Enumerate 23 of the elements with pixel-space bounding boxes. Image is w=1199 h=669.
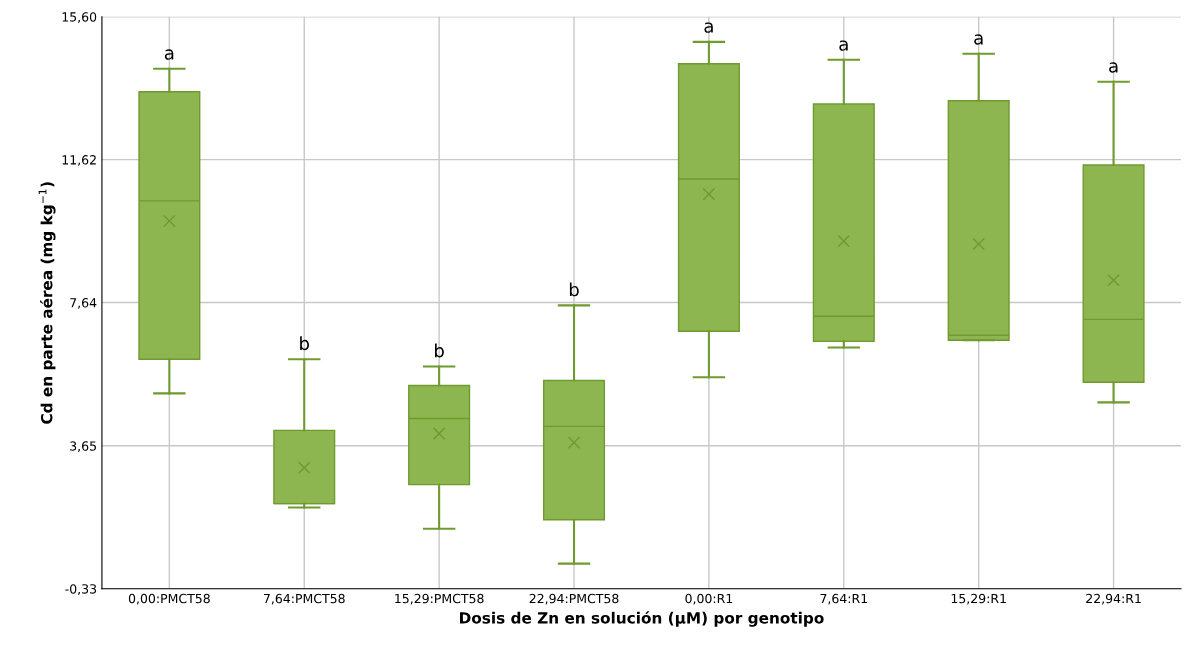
x-tick-label: 7,64:R1 bbox=[820, 593, 867, 605]
annotation: b bbox=[435, 343, 444, 358]
x-tick-label: 15,29:R1 bbox=[951, 593, 1006, 605]
annotation: a bbox=[164, 49, 174, 60]
x-tick-label: 0,00:R1 bbox=[685, 593, 733, 605]
annotation: b bbox=[569, 282, 579, 297]
x-axis-title: Dosis de Zn en solución (µM) por genotipo bbox=[460, 611, 824, 627]
x-tick-label: 15,29:PMCT58 bbox=[395, 593, 484, 605]
x-tick-label: 22,94:R1 bbox=[1086, 593, 1141, 605]
y-tick-label: 7,64 bbox=[70, 298, 97, 309]
y-tick-label: 3,65 bbox=[70, 441, 96, 453]
x-tick-label: 7,64:PMCT58 bbox=[263, 593, 345, 605]
y-tick-label: 11,62 bbox=[62, 155, 96, 166]
y-tick-label: -0,33 bbox=[65, 584, 97, 595]
y-tick-label: 15,60 bbox=[62, 12, 97, 23]
x-tick-label: 0,00:PMCT58 bbox=[128, 593, 210, 605]
y-axis-title: Cd en parte aérea (mg kg$^{−1}$) bbox=[38, 182, 56, 424]
annotation: a bbox=[704, 22, 713, 33]
annotation: a bbox=[974, 34, 983, 45]
x-tick-label: 22,94:PMCT58 bbox=[529, 593, 619, 605]
annotation: a bbox=[1109, 62, 1118, 73]
annotation: a bbox=[839, 40, 848, 51]
annotation: b bbox=[300, 336, 309, 351]
